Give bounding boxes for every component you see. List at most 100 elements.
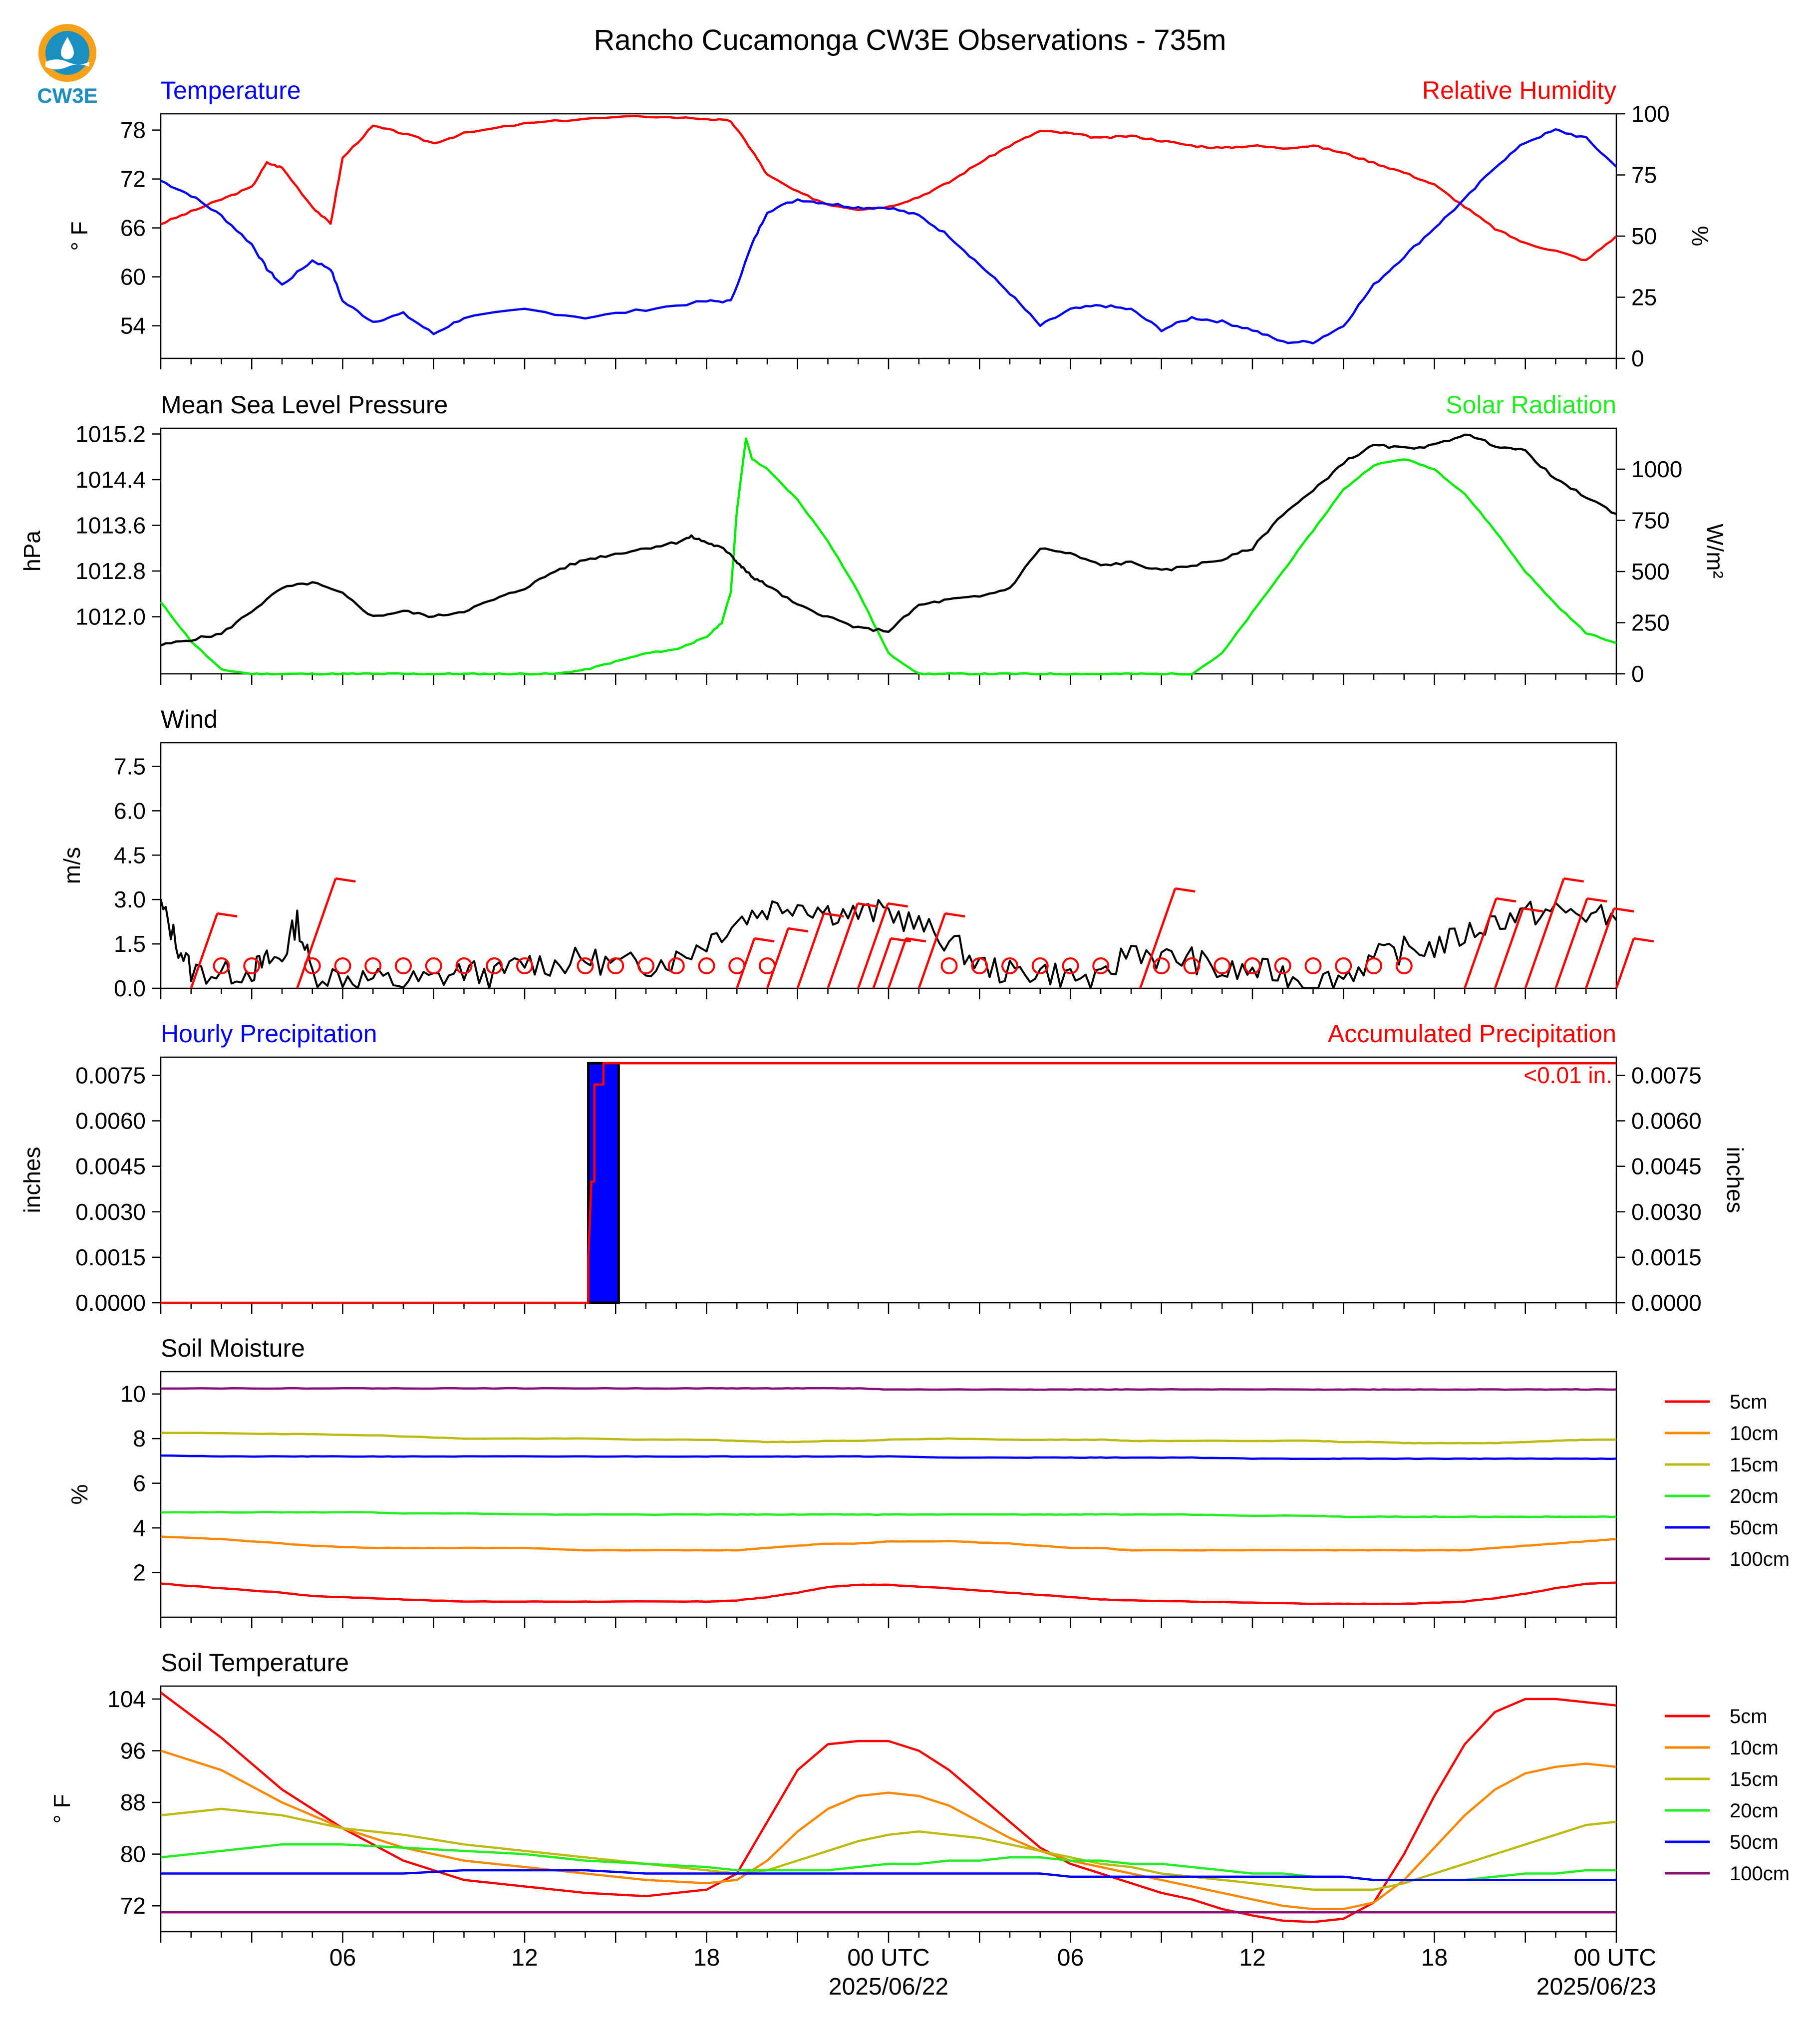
panel-title-right: Accumulated Precipitation — [1328, 1020, 1616, 1048]
wind-barb-flag — [335, 877, 356, 883]
y-tick-label-right: 50 — [1631, 223, 1657, 249]
y-tick-label-right: 1000 — [1631, 456, 1682, 482]
soil-moisture-line-15cm — [160, 1432, 1617, 1445]
wind-barb-flag — [754, 937, 775, 943]
wind-barb — [296, 878, 337, 989]
panel-pressure: Mean Sea Level Pressure Solar Radiation 10… — [19, 391, 1728, 687]
wind-barb — [1464, 898, 1498, 989]
wind-barb — [1494, 908, 1524, 989]
y-tick-label-right: 100 — [1631, 101, 1670, 127]
wind-calm-circle — [1213, 957, 1231, 974]
legend-label: 5cm — [1730, 1391, 1768, 1413]
wind-barb-flag — [1587, 897, 1607, 903]
y-tick-label: 0.0000 — [75, 1290, 146, 1316]
soil-moisture-line-100cm — [161, 1387, 1617, 1391]
x-tick-label: 12 — [511, 1945, 538, 1971]
y-tick-label: 1015.2 — [75, 421, 146, 447]
wind-barb — [1615, 938, 1635, 989]
wind-barb-flag — [1633, 937, 1654, 943]
legend-label: 10cm — [1730, 1423, 1779, 1445]
wind-barb — [190, 913, 219, 989]
wind-calm-circle — [213, 957, 230, 974]
legend-label: 20cm — [1730, 1800, 1779, 1822]
legend-label: 10cm — [1730, 1737, 1779, 1759]
y-axis-label: m/s — [59, 847, 85, 884]
wind-barb — [796, 913, 825, 989]
wind-barb — [766, 928, 790, 989]
wind-barb-flag — [1613, 907, 1634, 913]
wind-barb — [917, 913, 946, 989]
wind-calm-circle — [577, 957, 594, 974]
y-axis-label: hPa — [19, 531, 45, 572]
chart-title: Rancho Cucamonga CW3E Observations - 735… — [594, 24, 1226, 56]
wind-barb — [827, 903, 859, 989]
pressure-line — [160, 433, 1617, 647]
y-tick-label: 10 — [120, 1381, 146, 1407]
y-tick-label-right: 0.0075 — [1631, 1062, 1702, 1088]
y-tick-label-right: 250 — [1631, 610, 1670, 636]
plot-frame — [160, 1685, 1617, 1933]
y-tick-label-right: 500 — [1631, 559, 1670, 584]
x-date-label: 2025/06/22 — [829, 1974, 948, 2000]
precip-total-label: <0.01 in. — [1523, 1062, 1612, 1088]
wind-calm-circle — [667, 957, 685, 974]
y-tick-label: 0.0030 — [75, 1199, 146, 1225]
wind-calm-circle — [698, 957, 715, 974]
wind-calm-circle — [637, 957, 654, 974]
x-date-label: 2025/06/23 — [1536, 1974, 1656, 2000]
y-tick-label-right: 750 — [1631, 508, 1670, 534]
legend-label: 15cm — [1730, 1768, 1779, 1790]
y-tick-label-right: 0.0030 — [1631, 1199, 1702, 1225]
wind-calm-circle — [607, 957, 624, 974]
y-tick-label-right: 75 — [1631, 162, 1657, 188]
y-tick-label: 1.5 — [114, 931, 146, 957]
wind-calm-circle — [455, 957, 473, 974]
y-tick-label: 66 — [120, 215, 146, 241]
legend-label: 50cm — [1730, 1517, 1779, 1539]
y-tick-label-right: 0 — [1631, 661, 1644, 687]
y-axis-label-right: W/m² — [1702, 524, 1728, 579]
wind-calm-circle — [364, 957, 382, 974]
panel-precipitation: Hourly Precipitation Accumulated Precipit… — [19, 1020, 1748, 1316]
wind-barb-flag — [857, 902, 878, 908]
wind-calm-circle — [940, 957, 958, 974]
y-axis-label: ° F — [49, 1794, 75, 1823]
cw3e-logo: CW3E — [37, 24, 98, 107]
legend-label: 15cm — [1730, 1454, 1779, 1476]
plot-frame — [160, 1056, 1617, 1304]
soil-temperature-line-5cm — [160, 1692, 1617, 1923]
y-tick-label: 60 — [120, 264, 146, 290]
y-tick-label: 1012.0 — [75, 604, 146, 630]
wind-barb-flag — [1563, 877, 1584, 883]
wind-barb-flag — [944, 912, 965, 918]
soil-moisture-line-10cm — [160, 1535, 1617, 1552]
soil-moisture-line-50cm — [160, 1454, 1617, 1460]
y-axis-label-right: inches — [1722, 1147, 1748, 1213]
wind-barb-flag — [906, 937, 926, 943]
y-tick-label: 0.0075 — [75, 1062, 146, 1088]
panel-soil-moisture: Soil Moisture 10 8 6 4 2% 5cm 10cm 15cm 20cm 50cm 1… — [66, 1334, 1790, 1628]
x-tick-label: 06 — [1057, 1945, 1084, 1971]
wind-calm-circle — [1153, 957, 1170, 974]
wind-calm-circle — [516, 957, 533, 974]
panel-wind: Wind 7.5 6.0 4.5 3.0 1.5 0.0 m/s — [59, 705, 1654, 1001]
y-tick-label: 72 — [120, 166, 146, 192]
y-tick-label-right: 0.0000 — [1631, 1290, 1702, 1316]
wind-calm-circle — [486, 957, 503, 974]
legend-label: 100cm — [1730, 1863, 1790, 1885]
wind-barb — [736, 938, 756, 989]
soil-temperature-line-50cm — [161, 1869, 1616, 1881]
y-tick-label-right: 0.0015 — [1631, 1244, 1702, 1270]
x-tick-label: 12 — [1239, 1945, 1265, 1971]
solar-radiation-line — [160, 437, 1617, 676]
wind-calm-circle — [1244, 957, 1261, 974]
x-axis-labels: 06 12 18 00 UTC 06 12 18 00 UTC 2025/06/22 2025/0… — [329, 1945, 1656, 2000]
legend-label: 100cm — [1730, 1548, 1790, 1570]
legend-label: 50cm — [1730, 1831, 1779, 1853]
wind-calm-circle — [243, 957, 261, 974]
rh-line — [160, 115, 1617, 262]
wind-barb-flag — [217, 912, 238, 918]
soil-moisture-line-5cm — [160, 1581, 1617, 1605]
y-axis-label-right: % — [1687, 226, 1713, 247]
